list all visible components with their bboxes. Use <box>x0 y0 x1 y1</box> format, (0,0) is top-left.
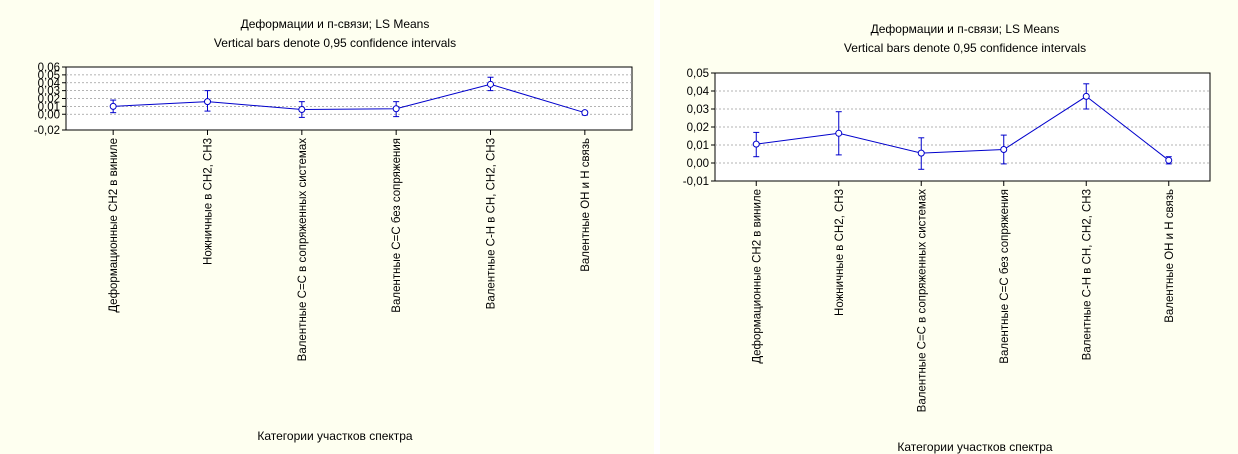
y-tick-label: -0,01 <box>683 176 709 188</box>
data-point <box>298 106 306 114</box>
data-point <box>1000 146 1008 153</box>
x-axis-label: Категории участков спектра <box>897 440 1053 454</box>
panel-divider <box>654 0 660 454</box>
chart-title: Деформации и п-связи; LS Means <box>871 22 1060 36</box>
y-tick-label: 0,04 <box>687 86 710 98</box>
chart-subtitle: Vertical bars denote 0,95 confidence int… <box>214 36 456 50</box>
data-point <box>581 109 589 117</box>
category-label: Ножничные в СН2, СН3 <box>834 189 846 316</box>
y-tick-label: 0,05 <box>38 70 60 82</box>
chart-panel-right: Деформации и п-связи; LS Means Vertical … <box>660 0 1238 454</box>
y-tick-label: 0,06 <box>38 62 60 74</box>
data-point <box>917 149 925 157</box>
y-tick-label: 0,01 <box>687 140 709 152</box>
category-label: Валентные С=С в сопряженных системах <box>916 189 928 413</box>
category-label: Валентные С-Н в СН, СН2, СН3 <box>486 138 498 309</box>
data-point <box>1165 156 1173 164</box>
category-label: Валентные С=С в сопряженных системах <box>297 138 309 362</box>
data-point <box>109 102 117 110</box>
data-point <box>752 140 760 148</box>
data-point <box>835 129 843 137</box>
y-tick-label: 0,02 <box>687 122 709 134</box>
category-label: Деформационные СН2 в виниле <box>108 138 120 313</box>
y-tick-label: 0,00 <box>687 158 709 170</box>
category-label: Валентные С=С без сопряжения <box>391 138 403 313</box>
data-point <box>487 80 494 88</box>
series-line <box>113 83 585 114</box>
y-tick-label: 0,05 <box>687 68 709 80</box>
data-point <box>1082 92 1090 100</box>
category-label: Валентные С=С без сопряжения <box>999 189 1011 364</box>
y-tick-label: 0,03 <box>687 104 709 116</box>
category-label: Валентные С-Н в СН, СН2, СН3 <box>1081 189 1093 360</box>
category-label: Валентные ОН и Н связь <box>580 138 592 272</box>
chart-title: Деформации и п-связи; LS Means <box>241 17 430 31</box>
chart-left-svg: Деформации и п-связи; LS Means Vertical … <box>34 17 633 443</box>
category-label: Валентные ОН и Н связь <box>1164 189 1176 323</box>
y-tick-label: 0,04 <box>38 78 61 90</box>
data-point <box>392 105 400 113</box>
category-label: Ножничные в СН2, СН3 <box>203 138 215 265</box>
chart-right-svg: Деформации и п-связи; LS Means Vertical … <box>683 22 1211 454</box>
category-label: Деформационные СН2 в виниле <box>751 189 763 364</box>
chart-subtitle: Vertical bars denote 0,95 confidence int… <box>844 41 1086 55</box>
y-tick-label: 0,00 <box>38 109 60 121</box>
y-tick-label: 0,01 <box>38 101 60 113</box>
y-tick-label: 0,03 <box>38 86 60 98</box>
y-tick-label: -0,02 <box>34 125 60 137</box>
x-axis-label: Категории участков спектра <box>257 429 413 443</box>
series-line <box>756 95 1170 161</box>
data-point <box>204 98 211 106</box>
y-tick-label: 0,02 <box>38 94 60 106</box>
chart-panel-left: Деформации и п-связи; LS Means Vertical … <box>0 0 654 454</box>
